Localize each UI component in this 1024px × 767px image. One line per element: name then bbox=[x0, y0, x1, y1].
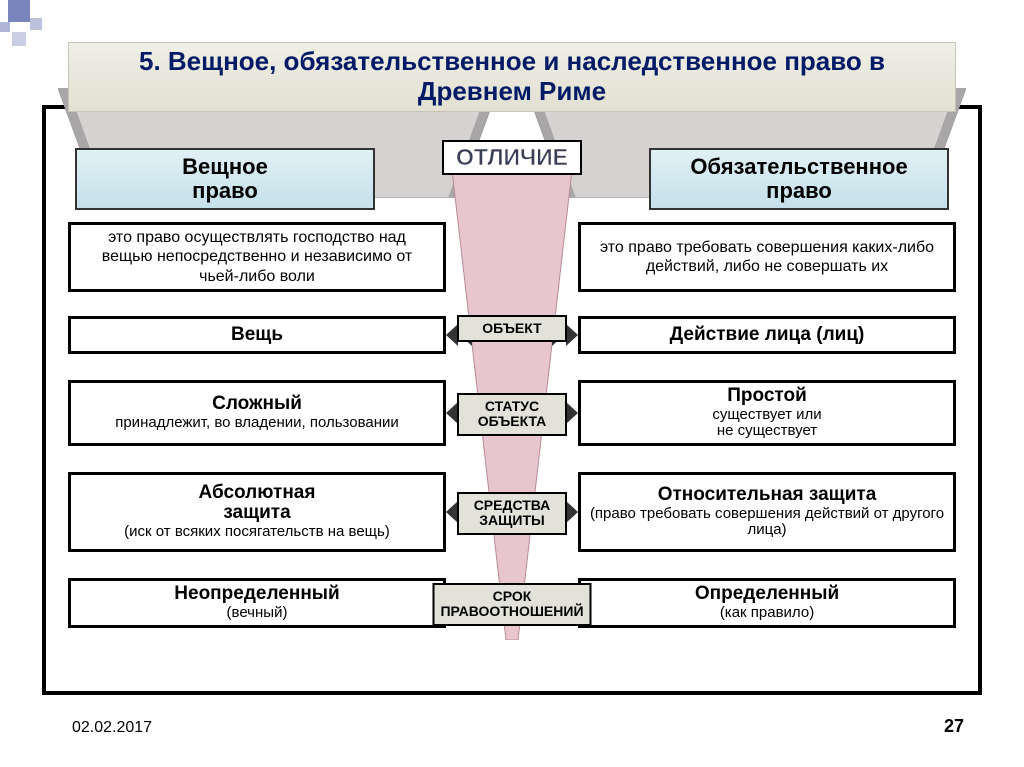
difference-label: ОТЛИЧИЕ bbox=[442, 140, 582, 175]
mid-label-2: СРЕДСТВАЗАЩИТЫ bbox=[457, 492, 567, 535]
right-cell-0: Действие лица (лиц) bbox=[578, 316, 956, 354]
left-column-header: Вещноеправо bbox=[75, 148, 375, 210]
left-definition: это право осуществлять господство над ве… bbox=[68, 222, 446, 292]
right-cell-3: Определенный(как правило) bbox=[578, 578, 956, 628]
right-column-header: Обязательственноеправо bbox=[649, 148, 949, 210]
title-banner: 5. Вещное, обязательственное и наследств… bbox=[68, 42, 956, 112]
left-cell-3: Неопределенный(вечный) bbox=[68, 578, 446, 628]
right-cell-2: Относительная защита(право требовать сов… bbox=[578, 472, 956, 552]
corner-decoration bbox=[0, 0, 70, 70]
left-cell-2: Абсолютнаязащита(иск от всяких посягател… bbox=[68, 472, 446, 552]
mid-label-3: СРОКПРАВООТНОШЕНИЙ bbox=[432, 583, 591, 626]
mid-label-0: ОБЪЕКТ bbox=[457, 315, 567, 342]
footer-date: 02.02.2017 bbox=[72, 719, 152, 737]
title-text: 5. Вещное, обязательственное и наследств… bbox=[89, 47, 935, 107]
right-definition: это право требовать совершения каких-либ… bbox=[578, 222, 956, 292]
right-cell-1: Простойсуществует илине существует bbox=[578, 380, 956, 446]
mid-label-1: СТАТУСОБЪЕКТА bbox=[457, 393, 567, 436]
left-cell-0: Вещь bbox=[68, 316, 446, 354]
left-cell-1: Сложныйпринадлежит, во владении, пользов… bbox=[68, 380, 446, 446]
footer-page: 27 bbox=[944, 716, 964, 737]
